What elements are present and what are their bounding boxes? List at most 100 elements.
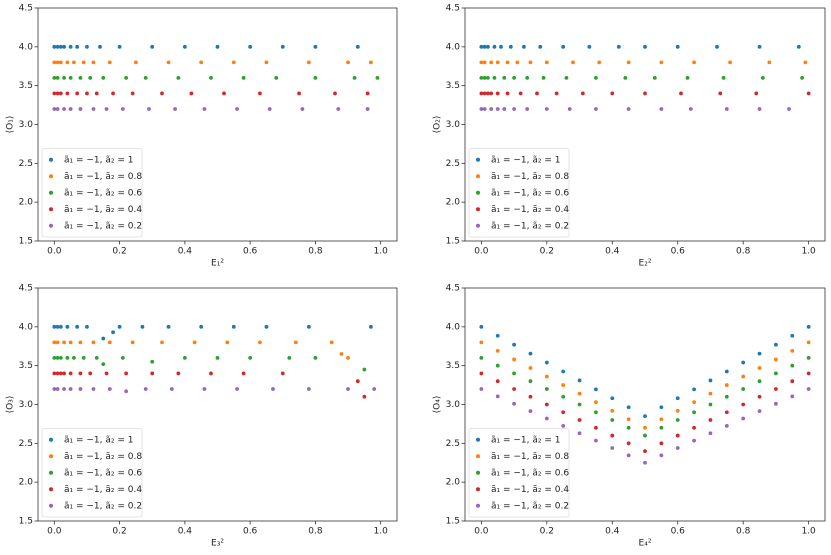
scatter-point [675, 408, 680, 413]
scatter-point [365, 91, 370, 96]
scatter-point [495, 379, 500, 384]
scatter-point [659, 453, 664, 458]
scatter-point [652, 76, 657, 80]
scatter-point [166, 60, 171, 65]
scatter-point [231, 324, 236, 329]
scatter-point [65, 356, 70, 360]
scatter-point [274, 76, 279, 80]
scatter-point [679, 91, 683, 96]
scatter-point [235, 387, 239, 391]
y-tick-label: 4.0 [446, 322, 461, 332]
scatter-point [209, 371, 213, 376]
scatter-point [502, 107, 507, 111]
scatter-point [508, 44, 513, 49]
legend-label: ã₁ = −1, ã₂ = 0.8 [64, 172, 142, 182]
scatter-point [58, 324, 63, 329]
y-tick-label: 1.5 [446, 237, 460, 247]
scatter-point [800, 76, 804, 80]
scatter-point [561, 423, 566, 428]
scatter-point [336, 107, 341, 111]
legend-label: ã₁ = −1, ã₂ = 0.8 [64, 452, 142, 462]
scatter-point [62, 76, 67, 80]
scatter-point [55, 44, 60, 49]
scatter-point [757, 394, 762, 399]
scatter-point [587, 44, 592, 49]
scatter-point [580, 91, 585, 96]
legend-label: ã₁ = −1, ã₂ = 1 [491, 155, 561, 165]
y-axis-label: ⟨O₂⟩ [433, 116, 443, 134]
scatter-point [544, 60, 549, 65]
scatter-point [790, 363, 795, 368]
y-tick-label: 1.5 [19, 517, 33, 527]
x-tick-label: 0.8 [308, 527, 323, 537]
y-tick-label: 1.5 [446, 517, 460, 527]
scatter-point [271, 387, 275, 391]
scatter-point [741, 416, 746, 421]
scatter-point [774, 387, 778, 391]
legend-marker [49, 157, 53, 162]
scatter-point [724, 410, 729, 415]
scatter-point [150, 44, 155, 49]
scatter-point [561, 44, 566, 49]
scatter-point [806, 91, 811, 96]
scatter-point [222, 91, 226, 96]
scatter-point [176, 371, 181, 376]
scatter-point [124, 76, 129, 80]
y-axis-label: ⟨O₁⟩ [6, 116, 16, 134]
scatter-point [333, 91, 337, 96]
scatter-point [495, 349, 500, 353]
x-tick-label: 1.0 [801, 527, 816, 537]
scatter-point [757, 44, 762, 49]
scatter-point [482, 60, 487, 65]
scatter-point [489, 60, 494, 65]
legend-label: ã₁ = −1, ã₂ = 1 [64, 435, 134, 445]
scatter-point [62, 387, 67, 391]
x-tick-label: 0.8 [736, 527, 751, 537]
scatter-point [486, 44, 490, 49]
scatter-point [577, 418, 582, 422]
legend-label: ã₁ = −1, ã₂ = 0.6 [491, 468, 569, 478]
scatter-point [78, 107, 83, 111]
y-tick-label: 2.5 [19, 159, 33, 169]
scatter-point [248, 356, 253, 360]
scatter-point [368, 60, 373, 65]
legend-marker [49, 470, 53, 475]
scatter-point [616, 44, 621, 49]
scatter-point [659, 417, 664, 422]
x-tick-label: 0.6 [671, 247, 686, 257]
scatter-point [52, 356, 57, 360]
legend-marker [476, 437, 480, 442]
x-tick-label: 1.0 [374, 527, 389, 537]
scatter-point [258, 340, 262, 345]
y-tick-label: 2.0 [446, 478, 461, 488]
scatter-point [52, 91, 57, 96]
legend-box [468, 428, 570, 518]
scatter-point [757, 107, 762, 111]
scatter-point [104, 107, 109, 111]
scatter-point [512, 357, 516, 362]
legend-box [41, 148, 143, 238]
scatter-point [107, 340, 112, 345]
scatter-point [81, 356, 86, 360]
scatter-point [715, 44, 719, 49]
scatter-point [479, 340, 484, 345]
legend-marker [49, 454, 53, 459]
scatter-point [594, 400, 598, 405]
legend-marker [49, 190, 53, 195]
scatter-point [101, 336, 106, 341]
scatter-point [313, 44, 318, 49]
legend: ã₁ = −1, ã₂ = 1 ã₁ = −1, ã₂ = 0.8 ã₁ = −1,… [41, 148, 143, 238]
x-tick-label: 0.6 [243, 247, 258, 257]
scatter-point [62, 371, 67, 376]
scatter-point [643, 91, 647, 96]
scatter-point [52, 60, 57, 65]
scatter-point [659, 405, 664, 410]
x-tick-label: 0.4 [178, 527, 193, 537]
scatter-point [101, 362, 106, 367]
legend-label: ã₁ = −1, ã₂ = 0.8 [491, 172, 569, 182]
scatter-point [525, 107, 530, 111]
scatter-point [91, 107, 96, 111]
scatter-point [528, 409, 533, 414]
legend-label: ã₁ = −1, ã₂ = 0.4 [491, 485, 569, 495]
scatter-point [62, 107, 67, 111]
